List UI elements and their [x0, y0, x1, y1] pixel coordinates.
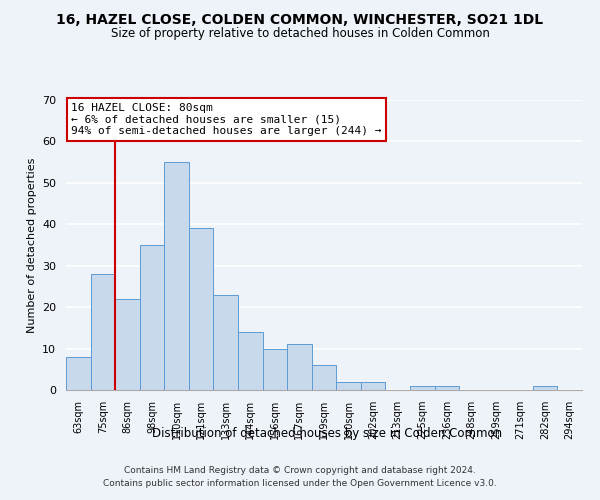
Bar [263, 348, 287, 390]
Bar [115, 299, 140, 390]
Text: Distribution of detached houses by size in Colden Common: Distribution of detached houses by size … [152, 428, 502, 440]
Bar [434, 386, 459, 390]
Bar [189, 228, 214, 390]
Bar [214, 294, 238, 390]
Text: 16, HAZEL CLOSE, COLDEN COMMON, WINCHESTER, SO21 1DL: 16, HAZEL CLOSE, COLDEN COMMON, WINCHEST… [56, 12, 544, 26]
Text: 16 HAZEL CLOSE: 80sqm
← 6% of detached houses are smaller (15)
94% of semi-detac: 16 HAZEL CLOSE: 80sqm ← 6% of detached h… [71, 103, 382, 136]
Bar [140, 245, 164, 390]
Bar [91, 274, 115, 390]
Bar [361, 382, 385, 390]
Text: Contains HM Land Registry data © Crown copyright and database right 2024.
Contai: Contains HM Land Registry data © Crown c… [103, 466, 497, 487]
Bar [312, 365, 336, 390]
Bar [66, 357, 91, 390]
Bar [287, 344, 312, 390]
Y-axis label: Number of detached properties: Number of detached properties [26, 158, 37, 332]
Bar [533, 386, 557, 390]
Bar [164, 162, 189, 390]
Bar [410, 386, 434, 390]
Bar [238, 332, 263, 390]
Text: Size of property relative to detached houses in Colden Common: Size of property relative to detached ho… [110, 28, 490, 40]
Bar [336, 382, 361, 390]
